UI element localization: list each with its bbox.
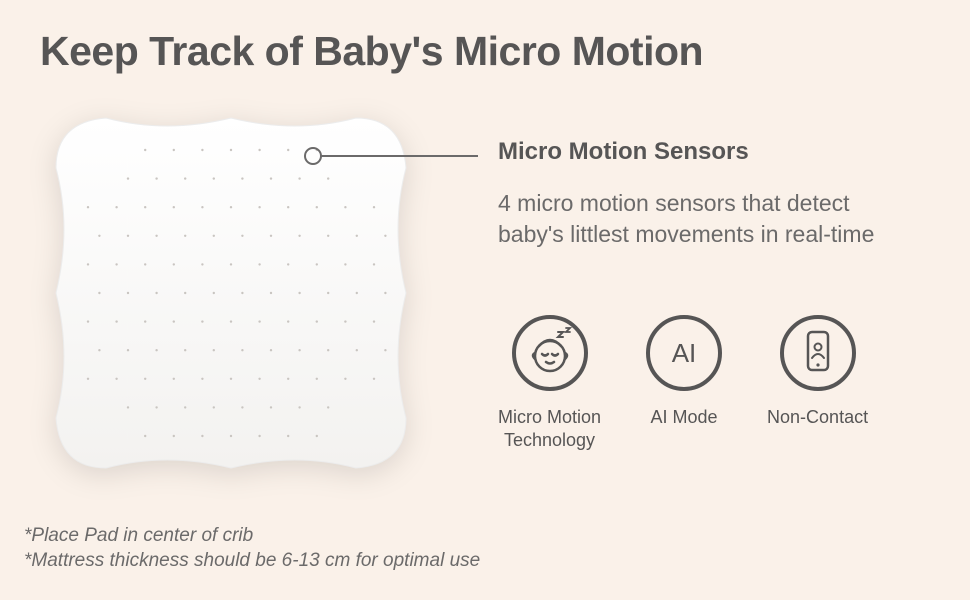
sensor-pad-illustration (46, 108, 416, 478)
footnote-line: *Mattress thickness should be 6-13 cm fo… (24, 548, 480, 574)
ai-icon: AI (645, 314, 723, 392)
feature-label: AI Mode (651, 406, 718, 429)
feature-label: Non-Contact (767, 406, 868, 429)
feature-label: Micro Motion Technology (498, 406, 601, 451)
callout-heading: Micro Motion Sensors (498, 138, 749, 166)
page-title: Keep Track of Baby's Micro Motion (40, 28, 703, 75)
phone-icon (779, 314, 857, 392)
feature-micro-motion: Micro Motion Technology (498, 314, 601, 451)
svg-text:AI: AI (672, 338, 697, 368)
footnote-line: *Place Pad in center of crib (24, 523, 480, 549)
feature-row: Micro Motion Technology AI AI Mode Non-C… (498, 314, 868, 451)
feature-non-contact: Non-Contact (767, 314, 868, 451)
feature-ai-mode: AI AI Mode (645, 314, 723, 451)
baby-sleep-icon (511, 314, 589, 392)
footnotes: *Place Pad in center of crib *Mattress t… (24, 523, 480, 574)
callout-body: 4 micro motion sensors that detect baby'… (498, 188, 898, 250)
